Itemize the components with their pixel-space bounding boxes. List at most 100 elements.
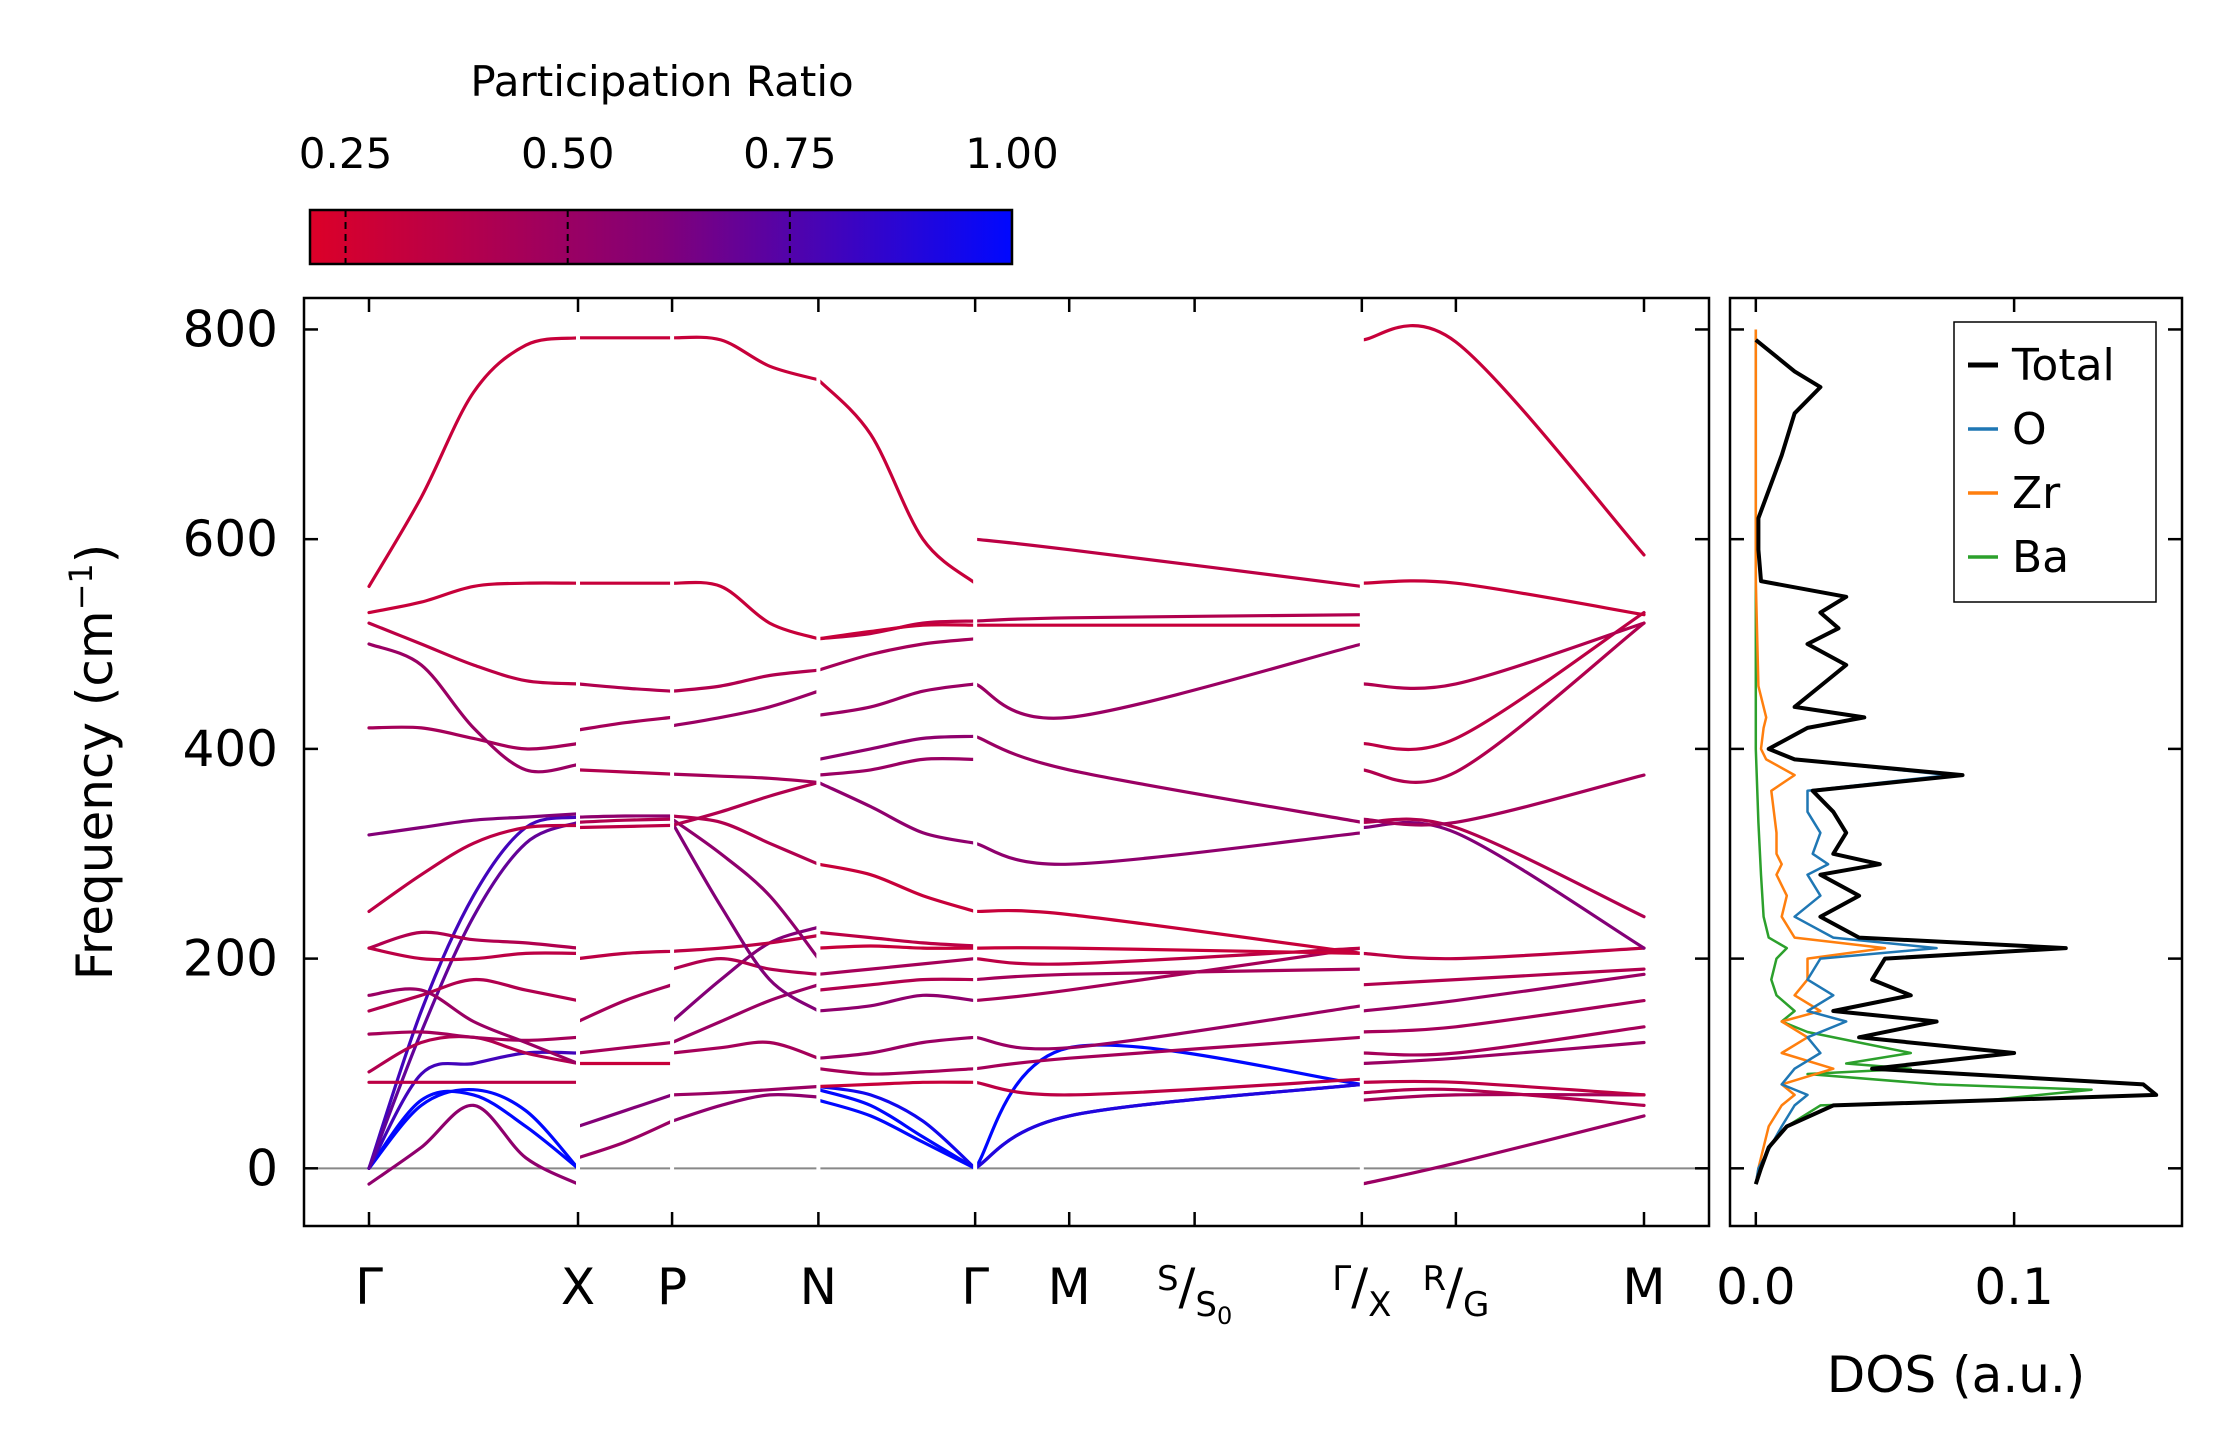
phonon-branch [670, 689, 820, 728]
phonon-branch [367, 812, 580, 837]
k-label-denominator: X [1368, 1285, 1391, 1325]
phonon-branch [670, 668, 820, 693]
dos-curve-o [1754, 338, 1951, 1185]
path-break-gap [576, 300, 581, 1224]
phonon-branch [367, 621, 580, 686]
k-label-slash: / [1179, 1258, 1196, 1316]
phonon-branch [973, 908, 1364, 955]
path-break-gap [670, 300, 675, 1224]
phonon-branch [973, 1077, 1364, 1097]
phonon-branch [367, 930, 580, 950]
phonon-branch [367, 823, 580, 913]
phonon-branch [816, 1098, 977, 1170]
legend-label-o: O [2012, 404, 2047, 455]
dos-plot-frame [1728, 296, 2184, 1228]
colorbar-ticks: 0.25 0.50 0.75 1.00 [299, 129, 1059, 264]
legend-label-ba: Ba [2012, 532, 2069, 583]
colorbar-tick-label: 0.75 [743, 129, 837, 178]
phonon-branch [670, 1040, 820, 1060]
phonon-branch [1360, 999, 1646, 1034]
phonon-branch [816, 944, 977, 950]
y-tick-label: 0 [246, 1139, 278, 1197]
phonon-branch [367, 336, 580, 588]
phonon-branch [1360, 1087, 1646, 1107]
phonon-branch [367, 1030, 580, 1043]
phonon-branch [973, 642, 1364, 720]
k-path-breaks [576, 300, 1364, 1224]
k-label-denominator: G [1463, 1285, 1489, 1325]
phonon-branch [1360, 967, 1646, 987]
phonon-branch [973, 946, 1364, 955]
phonon-branch [576, 768, 674, 776]
phonon-branch [1360, 621, 1646, 784]
phonon-branch [367, 987, 580, 1066]
phonon-branch [816, 734, 977, 761]
phonon-branch [1360, 1092, 1646, 1102]
phonon-branch [670, 1084, 820, 1097]
phonon-branch [816, 1080, 977, 1089]
k-label-numerator: R [1422, 1259, 1446, 1299]
phonon-branch [1360, 773, 1646, 827]
k-point-label: P [657, 1258, 687, 1316]
phonon-branch [816, 977, 977, 992]
phonon-branch [1360, 579, 1646, 617]
k-point-fraction-label: S/S0 [1157, 1258, 1232, 1330]
phonon-branch [1360, 817, 1646, 919]
phonon-branch [670, 780, 820, 827]
phonon-branch [1360, 972, 1646, 1013]
phonon-branch [576, 823, 674, 830]
phonon-branch [576, 1119, 674, 1160]
k-label-numerator: Γ [1332, 1259, 1351, 1299]
y-tick-label: 600 [183, 510, 278, 568]
colorbar-label: Participation Ratio [470, 57, 853, 106]
y-tick-label: 200 [183, 930, 278, 988]
phonon-branch [670, 956, 820, 976]
phonon-branch [816, 378, 977, 585]
legend-label-total: Total [2011, 340, 2115, 391]
phonon-branch [670, 925, 820, 1024]
phonon-branch [1360, 820, 1646, 950]
path-break-gap [1359, 300, 1364, 1224]
y-label-base: Frequency (cm [66, 610, 124, 980]
phonon-branch [367, 977, 580, 1013]
band-x-axis: Γ X P N Γ M S/S0Γ/XR/G M [355, 298, 1666, 1330]
dos-x-tick-label: 0.0 [1716, 1258, 1796, 1316]
dos-axes: 0.0 0.1 [1716, 298, 2182, 1316]
dos-panel: 0.0 0.1 DOS (a.u.) Total O Zr Ba [1716, 296, 2184, 1404]
phonon-branch [367, 642, 580, 774]
phonon-branch [973, 734, 1364, 824]
phonon-branch [816, 623, 977, 641]
phonon-branch [1360, 324, 1646, 557]
phonon-branch [816, 1035, 977, 1060]
phonon-branch [1360, 621, 1646, 690]
colorbar-tick-label: 0.50 [521, 129, 615, 178]
y-tick-label: 800 [183, 300, 278, 358]
phonon-branch [973, 537, 1364, 588]
phonon-branch [816, 757, 977, 777]
colorbar-gradient [308, 208, 1014, 266]
phonon-branch [576, 949, 674, 961]
phonon-branch [973, 967, 1364, 982]
phonon-branch [816, 682, 977, 717]
k-label-slash: / [1446, 1258, 1463, 1316]
phonon-branch [576, 1093, 674, 1128]
path-break-gap [816, 300, 821, 1224]
colorbar-tick-label: 0.25 [299, 129, 393, 178]
y-label-close: ) [66, 544, 124, 564]
phonon-branch [973, 1043, 1364, 1170]
phonon-branch [367, 581, 580, 615]
k-point-fraction-label: Γ/X [1332, 1258, 1391, 1325]
phonon-branch [973, 831, 1364, 866]
band-y-axis: 0 200 400 600 800 [183, 300, 1709, 1197]
phonon-branch [576, 715, 674, 732]
phonon-branch [1360, 1114, 1646, 1186]
phonon-branch [816, 930, 977, 948]
phonon-branch [1360, 611, 1646, 752]
y-label-exponent: −1 [62, 563, 100, 610]
phonon-branch [973, 1035, 1364, 1071]
phonon-branch [576, 682, 674, 693]
k-label-denominator: S [1195, 1285, 1217, 1325]
phonon-branch [670, 1092, 820, 1123]
